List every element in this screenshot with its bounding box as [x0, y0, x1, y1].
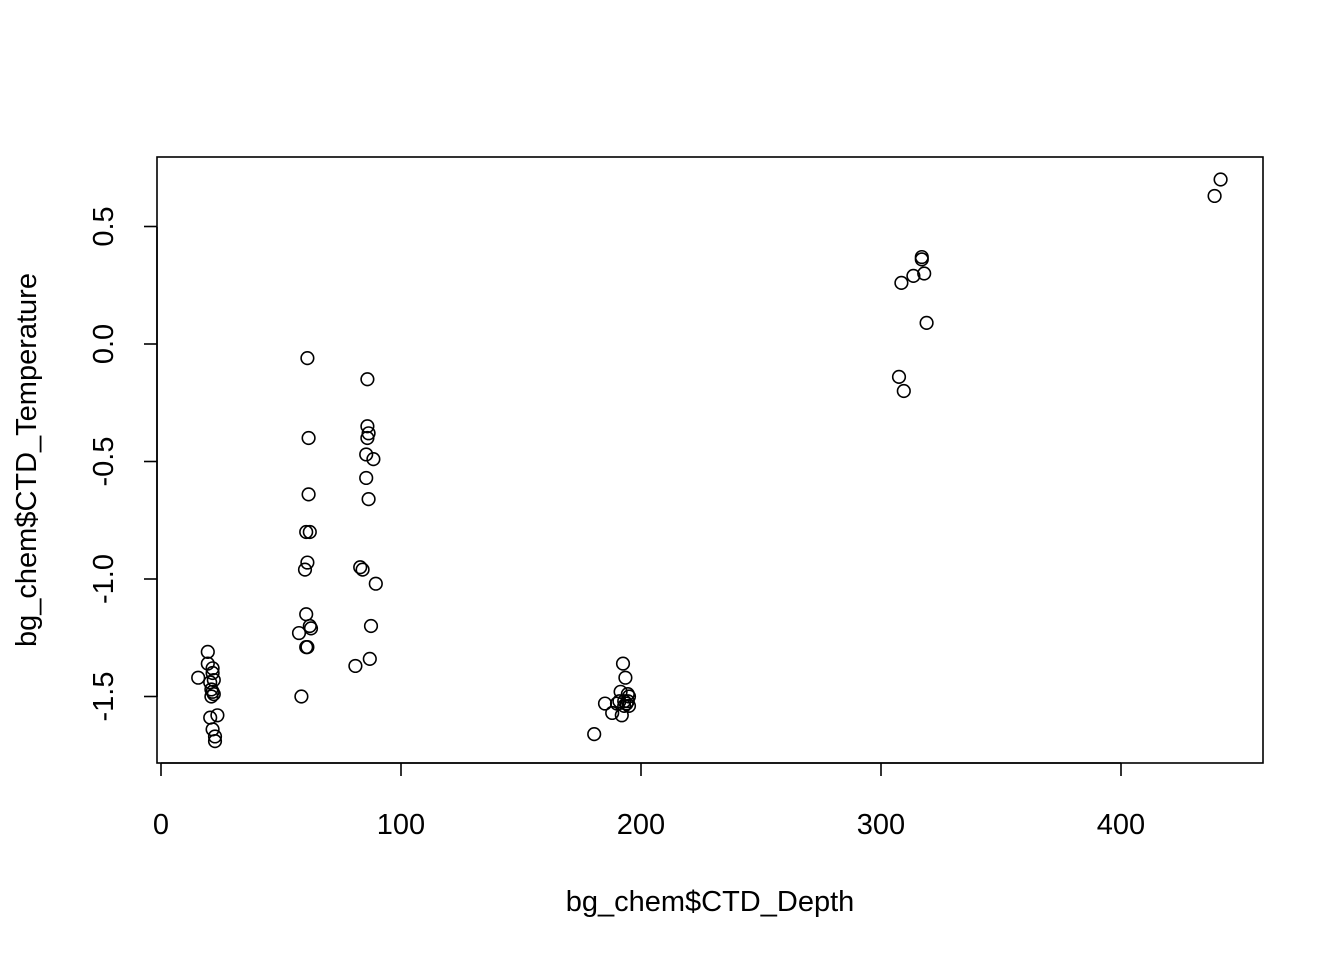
data-point-29	[303, 621, 319, 636]
y-tick-label-1: -1.0	[88, 554, 120, 604]
data-point-61	[894, 275, 909, 291]
x-tick-label-1: 100	[377, 809, 425, 841]
data-point-0	[191, 670, 206, 685]
data-point-52	[617, 694, 632, 709]
data-point-68	[1207, 188, 1222, 204]
x-axis-title: bg_chem$CTD_Depth	[566, 886, 855, 918]
data-point-54	[618, 670, 633, 685]
data-point-26	[301, 487, 316, 502]
plot-frame	[156, 156, 1264, 764]
data-point-33	[359, 447, 374, 462]
data-point-65	[914, 252, 929, 267]
data-point-23	[300, 555, 315, 570]
data-point-49	[613, 684, 628, 699]
data-point-66	[917, 266, 932, 281]
y-axis: -1.5 -1.0 -0.5 0.0 0.5	[88, 206, 158, 722]
data-point-39	[361, 492, 376, 507]
data-point-59	[621, 698, 637, 714]
data-point-35	[360, 372, 375, 387]
data-point-69	[1213, 172, 1228, 187]
data-point-44	[587, 726, 602, 742]
data-point-50	[614, 708, 629, 723]
data-point-42	[366, 452, 381, 467]
data-point-15	[210, 708, 225, 723]
data-point-27	[302, 524, 317, 540]
y-tick-label-3: 0.0	[88, 324, 120, 364]
data-point-11	[206, 672, 221, 688]
y-tick-label-4: 0.5	[88, 206, 120, 246]
data-point-14	[207, 734, 223, 749]
data-point-17	[294, 689, 309, 704]
x-tick-label-3: 300	[857, 809, 905, 841]
data-point-63	[906, 268, 921, 283]
data-point-4	[203, 710, 218, 725]
data-point-25	[301, 430, 316, 446]
data-point-24	[300, 640, 315, 655]
data-point-13	[207, 729, 223, 744]
data-point-58	[621, 689, 637, 704]
data-point-34	[359, 470, 374, 486]
data-point-60	[891, 369, 907, 385]
x-tick-label-0: 0	[153, 809, 169, 841]
x-tick-label-4: 400	[1097, 809, 1145, 841]
x-axis: 0 100 200 300 400	[153, 762, 1145, 841]
data-point-12	[206, 687, 221, 702]
x-tick-label-2: 200	[617, 809, 665, 841]
data-point-22	[300, 351, 315, 366]
data-point-41	[363, 618, 379, 634]
data-point-1	[200, 644, 215, 659]
data-point-31	[353, 560, 368, 575]
data-point-8	[205, 665, 220, 681]
data-point-21	[299, 607, 314, 622]
data-point-19	[299, 524, 314, 540]
data-point-40	[362, 651, 377, 667]
data-point-32	[355, 562, 370, 577]
y-axis-title: bg_chem$CTD_Temperature	[11, 273, 43, 647]
y-tick-label-2: -0.5	[88, 437, 120, 487]
data-point-62	[896, 383, 911, 399]
y-tick-label-0: -1.5	[88, 672, 120, 722]
data-point-38	[361, 426, 376, 441]
data-points	[191, 172, 1228, 749]
data-point-10	[205, 722, 220, 737]
data-point-16	[291, 625, 307, 641]
data-point-30	[348, 658, 363, 674]
data-point-18	[297, 562, 313, 577]
data-point-43	[368, 576, 383, 591]
data-point-36	[360, 419, 375, 434]
data-point-51	[615, 656, 631, 671]
data-point-67	[919, 315, 934, 330]
